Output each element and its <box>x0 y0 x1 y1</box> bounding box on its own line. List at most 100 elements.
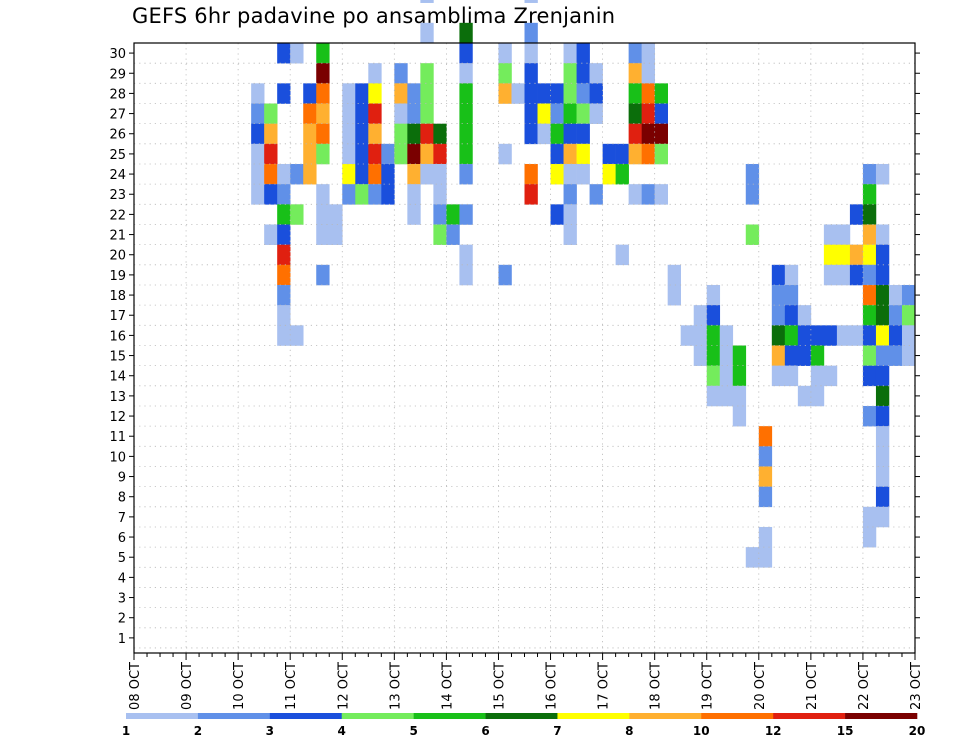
heatmap-cell <box>615 163 629 185</box>
heatmap-cell <box>875 365 890 387</box>
x-tick-label: 10 OCT <box>232 662 247 710</box>
colorbar-label: 2 <box>194 724 202 738</box>
heatmap-cell <box>628 83 642 104</box>
heatmap-cell <box>667 284 681 306</box>
heatmap-cell <box>836 264 851 286</box>
heatmap-cell <box>810 365 825 387</box>
heatmap-cell <box>862 305 877 326</box>
heatmap-cell <box>641 103 655 124</box>
heatmap-cell <box>875 466 890 487</box>
heatmap-cell <box>498 43 512 64</box>
heatmap-cell <box>303 83 317 104</box>
heatmap-cell <box>459 103 473 124</box>
heatmap-cell <box>420 22 434 44</box>
heatmap-cell <box>628 103 642 124</box>
y-tick-label: 26 <box>109 128 126 143</box>
heatmap-cell <box>251 184 265 205</box>
heatmap-cell <box>758 526 773 548</box>
heatmap-cell <box>810 345 825 366</box>
y-tick-label: 29 <box>109 67 126 82</box>
y-tick-label: 9 <box>118 471 126 486</box>
colorbar-swatch <box>341 713 414 719</box>
heatmap-cell <box>875 284 890 306</box>
y-tick-label: 27 <box>109 108 126 123</box>
heatmap-cell <box>615 244 629 266</box>
heatmap-cell <box>264 163 278 185</box>
heatmap-cell <box>771 284 786 306</box>
heatmap-cell <box>823 264 838 286</box>
heatmap-cell <box>888 284 903 306</box>
y-tick-label: 1 <box>118 632 126 647</box>
heatmap-cell <box>277 43 291 64</box>
x-tick-label: 14 OCT <box>440 662 455 710</box>
heatmap-cell <box>875 446 890 467</box>
heatmap-cell <box>420 63 434 84</box>
heatmap-cell <box>784 284 799 306</box>
heatmap-cell <box>277 163 291 185</box>
heatmap-cell <box>368 184 382 205</box>
heatmap-cell <box>602 163 616 185</box>
heatmap-cell <box>797 345 812 366</box>
heatmap-cell <box>810 385 825 407</box>
heatmap-cell <box>836 224 851 245</box>
heatmap-cell <box>641 123 655 145</box>
colorbar-swatch <box>773 713 846 719</box>
colorbar-label: 1 <box>122 724 130 738</box>
heatmap-cell <box>771 345 786 366</box>
heatmap-cell <box>524 83 538 104</box>
heatmap-cell <box>394 83 408 104</box>
heatmap-cell <box>524 123 538 145</box>
heatmap-cell <box>797 325 812 346</box>
heatmap-cell <box>784 305 799 326</box>
heatmap-cell <box>862 365 877 387</box>
heatmap-cell <box>875 486 890 508</box>
heatmap-cell <box>316 264 330 286</box>
heatmap-cell <box>901 345 916 366</box>
heatmap-cell <box>745 224 760 245</box>
x-tick-label: 09 OCT <box>180 662 195 710</box>
x-tick-label: 17 OCT <box>597 662 612 710</box>
heatmap-cell <box>784 365 799 387</box>
heatmap-cell <box>264 123 278 145</box>
heatmap-cell <box>771 325 786 346</box>
heatmap-cell <box>901 325 916 346</box>
heatmap-cell <box>355 163 369 185</box>
heatmap-cell <box>459 83 473 104</box>
heatmap-cell <box>407 123 421 145</box>
heatmap-cell <box>368 83 382 104</box>
heatmap-cell <box>654 123 668 145</box>
colorbar-label: 4 <box>338 724 346 738</box>
colorbar: 1 2 3 4 5 6 7 8 10 12 15 20 <box>122 713 925 738</box>
heatmap-cell <box>290 163 304 185</box>
heatmap-cell <box>498 264 512 286</box>
heatmap-cell <box>888 305 903 326</box>
x-tick-label: 11 OCT <box>284 662 299 710</box>
heatmap-cell <box>290 43 304 64</box>
heatmap-cell <box>550 123 564 145</box>
heatmap-cell <box>498 83 512 104</box>
heatmap-cell <box>719 365 734 387</box>
heatmap-cell <box>784 345 799 366</box>
heatmap-cell <box>862 244 877 266</box>
colorbar-label: 5 <box>409 724 417 738</box>
heatmap-cell <box>693 305 708 326</box>
heatmap-cell <box>316 143 330 165</box>
y-tick-label: 10 <box>109 450 126 465</box>
heatmap-cell <box>342 103 356 124</box>
heatmap-cell <box>264 184 278 205</box>
heatmap-cell <box>394 63 408 84</box>
y-tick-label: 7 <box>118 511 126 526</box>
heatmap-cell <box>511 83 525 104</box>
heatmap-cell <box>862 526 877 548</box>
heatmap-cell <box>862 163 877 185</box>
heatmap-cell <box>862 224 877 245</box>
heatmap-cell <box>823 325 838 346</box>
heatmap-cell <box>576 63 590 84</box>
heatmap-cell <box>654 143 668 165</box>
heatmap-cell <box>420 83 434 104</box>
heatmap-cell <box>394 103 408 124</box>
heatmap-cell <box>654 184 668 205</box>
heatmap-cell <box>394 143 408 165</box>
heatmap-cell <box>641 184 655 205</box>
y-tick-label: 30 <box>109 47 126 62</box>
